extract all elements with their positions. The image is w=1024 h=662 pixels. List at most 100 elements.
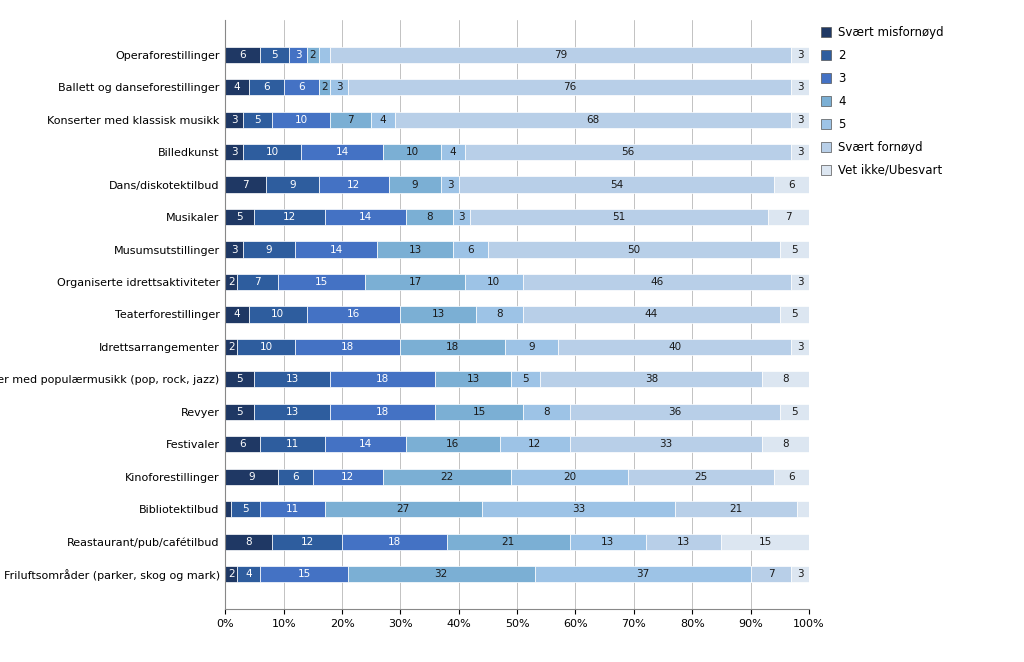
Bar xyxy=(523,307,780,322)
Text: 10: 10 xyxy=(271,309,285,320)
Text: 54: 54 xyxy=(609,179,623,189)
Bar xyxy=(295,242,377,258)
Text: 10: 10 xyxy=(265,147,279,157)
Text: 13: 13 xyxy=(467,375,480,385)
Bar xyxy=(792,274,809,290)
Bar xyxy=(780,404,809,420)
Bar xyxy=(225,274,237,290)
Bar xyxy=(675,501,798,517)
Text: 76: 76 xyxy=(563,82,577,92)
Bar xyxy=(331,79,348,95)
Text: 3: 3 xyxy=(797,147,804,157)
Text: 32: 32 xyxy=(434,569,447,579)
Text: 6: 6 xyxy=(788,472,795,482)
Bar xyxy=(407,209,453,225)
Text: 6: 6 xyxy=(788,179,795,189)
Text: 5: 5 xyxy=(792,309,798,320)
Bar xyxy=(348,566,535,583)
Text: 3: 3 xyxy=(797,82,804,92)
Bar xyxy=(792,144,809,160)
Bar xyxy=(231,501,260,517)
Text: 5: 5 xyxy=(522,375,529,385)
Bar xyxy=(780,242,809,258)
Bar xyxy=(307,46,318,63)
Text: 16: 16 xyxy=(347,309,360,320)
Bar xyxy=(331,112,371,128)
Bar xyxy=(301,144,383,160)
Text: 9: 9 xyxy=(528,342,535,352)
Text: 6: 6 xyxy=(298,82,304,92)
Bar xyxy=(325,501,482,517)
Bar xyxy=(780,307,809,322)
Text: 6: 6 xyxy=(292,472,299,482)
Bar xyxy=(506,339,558,355)
Text: 14: 14 xyxy=(330,244,343,254)
Bar xyxy=(284,79,318,95)
Text: 7: 7 xyxy=(254,277,261,287)
Bar xyxy=(254,209,325,225)
Text: 3: 3 xyxy=(230,115,238,124)
Bar xyxy=(535,566,751,583)
Bar xyxy=(249,307,307,322)
Bar xyxy=(318,177,389,193)
Text: 25: 25 xyxy=(694,472,708,482)
Bar xyxy=(541,371,762,387)
Bar xyxy=(318,46,331,63)
Text: 4: 4 xyxy=(233,309,241,320)
Text: 50: 50 xyxy=(628,244,640,254)
Text: 79: 79 xyxy=(554,50,567,60)
Text: 8: 8 xyxy=(543,407,550,417)
Bar xyxy=(569,436,762,452)
Text: 3: 3 xyxy=(446,179,454,189)
Bar xyxy=(243,144,301,160)
Bar xyxy=(722,534,809,550)
Bar xyxy=(453,242,488,258)
Bar xyxy=(313,469,383,485)
Text: 5: 5 xyxy=(243,504,249,514)
Text: 13: 13 xyxy=(409,244,422,254)
Text: 11: 11 xyxy=(286,440,299,449)
Bar xyxy=(441,177,459,193)
Text: 18: 18 xyxy=(446,342,460,352)
Bar xyxy=(225,566,237,583)
Text: 4: 4 xyxy=(450,147,457,157)
Bar xyxy=(383,469,511,485)
Bar xyxy=(441,144,465,160)
Bar xyxy=(225,209,254,225)
Text: 5: 5 xyxy=(792,407,798,417)
Text: 37: 37 xyxy=(636,569,649,579)
Bar xyxy=(325,436,407,452)
Text: 13: 13 xyxy=(432,309,445,320)
Text: 5: 5 xyxy=(254,115,261,124)
Text: 7: 7 xyxy=(347,115,354,124)
Text: 13: 13 xyxy=(601,537,614,547)
Bar xyxy=(792,339,809,355)
Bar xyxy=(243,112,272,128)
Bar xyxy=(383,144,441,160)
Text: 3: 3 xyxy=(459,212,465,222)
Legend: Svært misfornøyd, 2, 3, 4, 5, Svært fornøyd, Vet ikke/Ubesvart: Svært misfornøyd, 2, 3, 4, 5, Svært forn… xyxy=(820,26,944,177)
Text: 33: 33 xyxy=(659,440,673,449)
Bar xyxy=(751,566,792,583)
Bar xyxy=(225,242,243,258)
Bar xyxy=(278,274,366,290)
Text: 7: 7 xyxy=(243,179,249,189)
Bar xyxy=(511,469,628,485)
Text: 21: 21 xyxy=(502,537,515,547)
Text: 2: 2 xyxy=(322,82,328,92)
Text: 12: 12 xyxy=(300,537,313,547)
Bar xyxy=(774,469,809,485)
Text: 14: 14 xyxy=(358,212,372,222)
Bar xyxy=(523,274,792,290)
Text: 12: 12 xyxy=(528,440,542,449)
Bar xyxy=(465,274,523,290)
Text: 15: 15 xyxy=(759,537,772,547)
Bar xyxy=(488,242,780,258)
Text: 27: 27 xyxy=(396,504,410,514)
Text: 3: 3 xyxy=(797,115,804,124)
Text: 5: 5 xyxy=(792,244,798,254)
Bar xyxy=(307,307,400,322)
Bar xyxy=(523,404,569,420)
Text: 8: 8 xyxy=(497,309,503,320)
Text: 2: 2 xyxy=(227,277,234,287)
